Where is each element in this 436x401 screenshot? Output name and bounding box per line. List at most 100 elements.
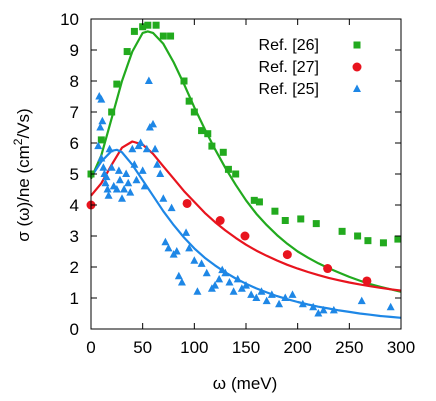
data-point-square xyxy=(190,108,198,116)
data-point-square xyxy=(297,215,305,223)
data-point-triangle xyxy=(314,309,323,317)
data-point-square xyxy=(281,217,289,224)
data-point-circle xyxy=(240,231,250,241)
data-point-triangle xyxy=(233,274,242,283)
data-point-triangle xyxy=(156,169,165,177)
y-axis-label-sup: 2 xyxy=(11,138,25,145)
y-tick-label: 3 xyxy=(70,227,79,246)
legend-marker-square xyxy=(353,41,361,49)
data-point-triangle xyxy=(288,290,297,298)
y-tick-label: 5 xyxy=(70,165,79,184)
data-point-square xyxy=(167,32,175,40)
data-point-triangle xyxy=(103,185,112,193)
data-point-triangle xyxy=(132,175,141,184)
data-point-square xyxy=(338,227,346,235)
data-point-square xyxy=(144,21,152,29)
x-tick-label: 50 xyxy=(133,338,152,357)
data-point-triangle xyxy=(96,123,105,131)
data-point-triangle xyxy=(185,243,194,252)
data-point-triangle xyxy=(118,194,126,202)
data-point-triangle xyxy=(101,178,110,187)
data-point-circle xyxy=(182,198,192,208)
data-point-square xyxy=(113,80,121,88)
data-point-triangle xyxy=(329,305,338,314)
data-point-triangle xyxy=(190,256,199,264)
y-tick-label: 8 xyxy=(70,72,79,91)
data-point-square xyxy=(224,165,232,173)
data-point-triangle xyxy=(177,278,186,286)
data-point-triangle xyxy=(151,144,160,153)
y-axis-label: σ (ω)/ne (cm2/Vs) xyxy=(11,108,33,241)
data-point-triangle xyxy=(221,268,230,277)
data-point-triangle xyxy=(267,290,276,298)
data-point-square xyxy=(312,220,320,228)
axis-ticks: 0 50 100 150 200 250 300 0 1 2 3 4 5 6 7 8 9 10 xyxy=(60,10,415,357)
fit-curve-square xyxy=(89,30,402,293)
data-point-triangle xyxy=(153,160,162,168)
x-tick-label: 150 xyxy=(232,338,260,357)
data-point-triangle xyxy=(197,259,206,267)
data-point-triangle xyxy=(159,194,168,202)
data-point-square xyxy=(204,130,212,138)
data-point-triangle xyxy=(252,293,261,301)
data-point-square xyxy=(250,196,258,204)
data-point-square xyxy=(152,21,160,29)
data-point-triangle xyxy=(126,188,135,196)
data-point-triangle xyxy=(107,163,116,171)
data-point-square xyxy=(271,207,279,215)
data-point-circle xyxy=(362,276,372,286)
data-point-triangle xyxy=(128,144,137,153)
data-point-triangle xyxy=(97,154,106,162)
data-point-triangle xyxy=(105,144,114,153)
data-point-triangle xyxy=(242,281,250,289)
data-point-triangle xyxy=(215,274,224,283)
data-point-square xyxy=(394,235,402,243)
y-tick-label: 1 xyxy=(70,289,79,308)
fit-curves xyxy=(89,30,402,319)
data-point-triangle xyxy=(257,287,266,295)
data-point-triangle xyxy=(262,296,271,305)
data-point-square xyxy=(185,97,193,105)
data-point-square xyxy=(130,27,138,35)
data-point-triangle xyxy=(174,271,183,280)
data-point-triangle xyxy=(309,302,318,311)
data-point-triangle xyxy=(112,185,121,193)
data-point-square xyxy=(232,170,240,178)
x-axis-label-main: ω xyxy=(213,374,226,393)
data-point-triangle xyxy=(136,138,145,146)
data-point-triangle xyxy=(99,163,108,171)
y-axis-label-main: σ (ω)/ne (cm xyxy=(14,145,33,242)
data-point-triangle xyxy=(161,237,170,246)
data-point-square xyxy=(208,142,216,150)
x-tick-label: 100 xyxy=(180,338,208,357)
data-point-triangle xyxy=(225,278,234,286)
data-point-triangle xyxy=(124,178,133,187)
data-point-square xyxy=(139,23,147,31)
data-point-triangle xyxy=(104,191,113,199)
data-point-square xyxy=(219,148,227,156)
data-point-square xyxy=(159,32,167,40)
y-tick-label: 7 xyxy=(70,103,79,122)
data-point-square xyxy=(364,237,372,245)
data-point-triangle xyxy=(115,175,124,184)
data-point-triangle xyxy=(202,268,211,277)
data-point-triangle xyxy=(193,287,202,295)
x-axis-label-unit: (meV) xyxy=(231,374,277,393)
x-axis-label: ω (meV) xyxy=(213,374,278,393)
data-point-square xyxy=(255,198,263,206)
data-point-triangle xyxy=(229,287,238,295)
data-point-triangle xyxy=(164,243,173,252)
y-tick-label: 6 xyxy=(70,134,79,153)
data-point-circle xyxy=(282,250,292,260)
data-point-triangle xyxy=(182,228,191,236)
data-point-square xyxy=(180,77,188,85)
data-point-square xyxy=(379,239,387,247)
legend: Ref. [26] Ref. [27] Ref. [25] xyxy=(259,37,362,98)
data-point-triangle xyxy=(275,299,284,308)
data-point-triangle xyxy=(357,296,366,305)
y-tick-label: 2 xyxy=(70,258,79,277)
data-point-triangle xyxy=(114,166,123,174)
data-point-triangle xyxy=(138,166,147,174)
data-point-triangle xyxy=(97,95,106,103)
